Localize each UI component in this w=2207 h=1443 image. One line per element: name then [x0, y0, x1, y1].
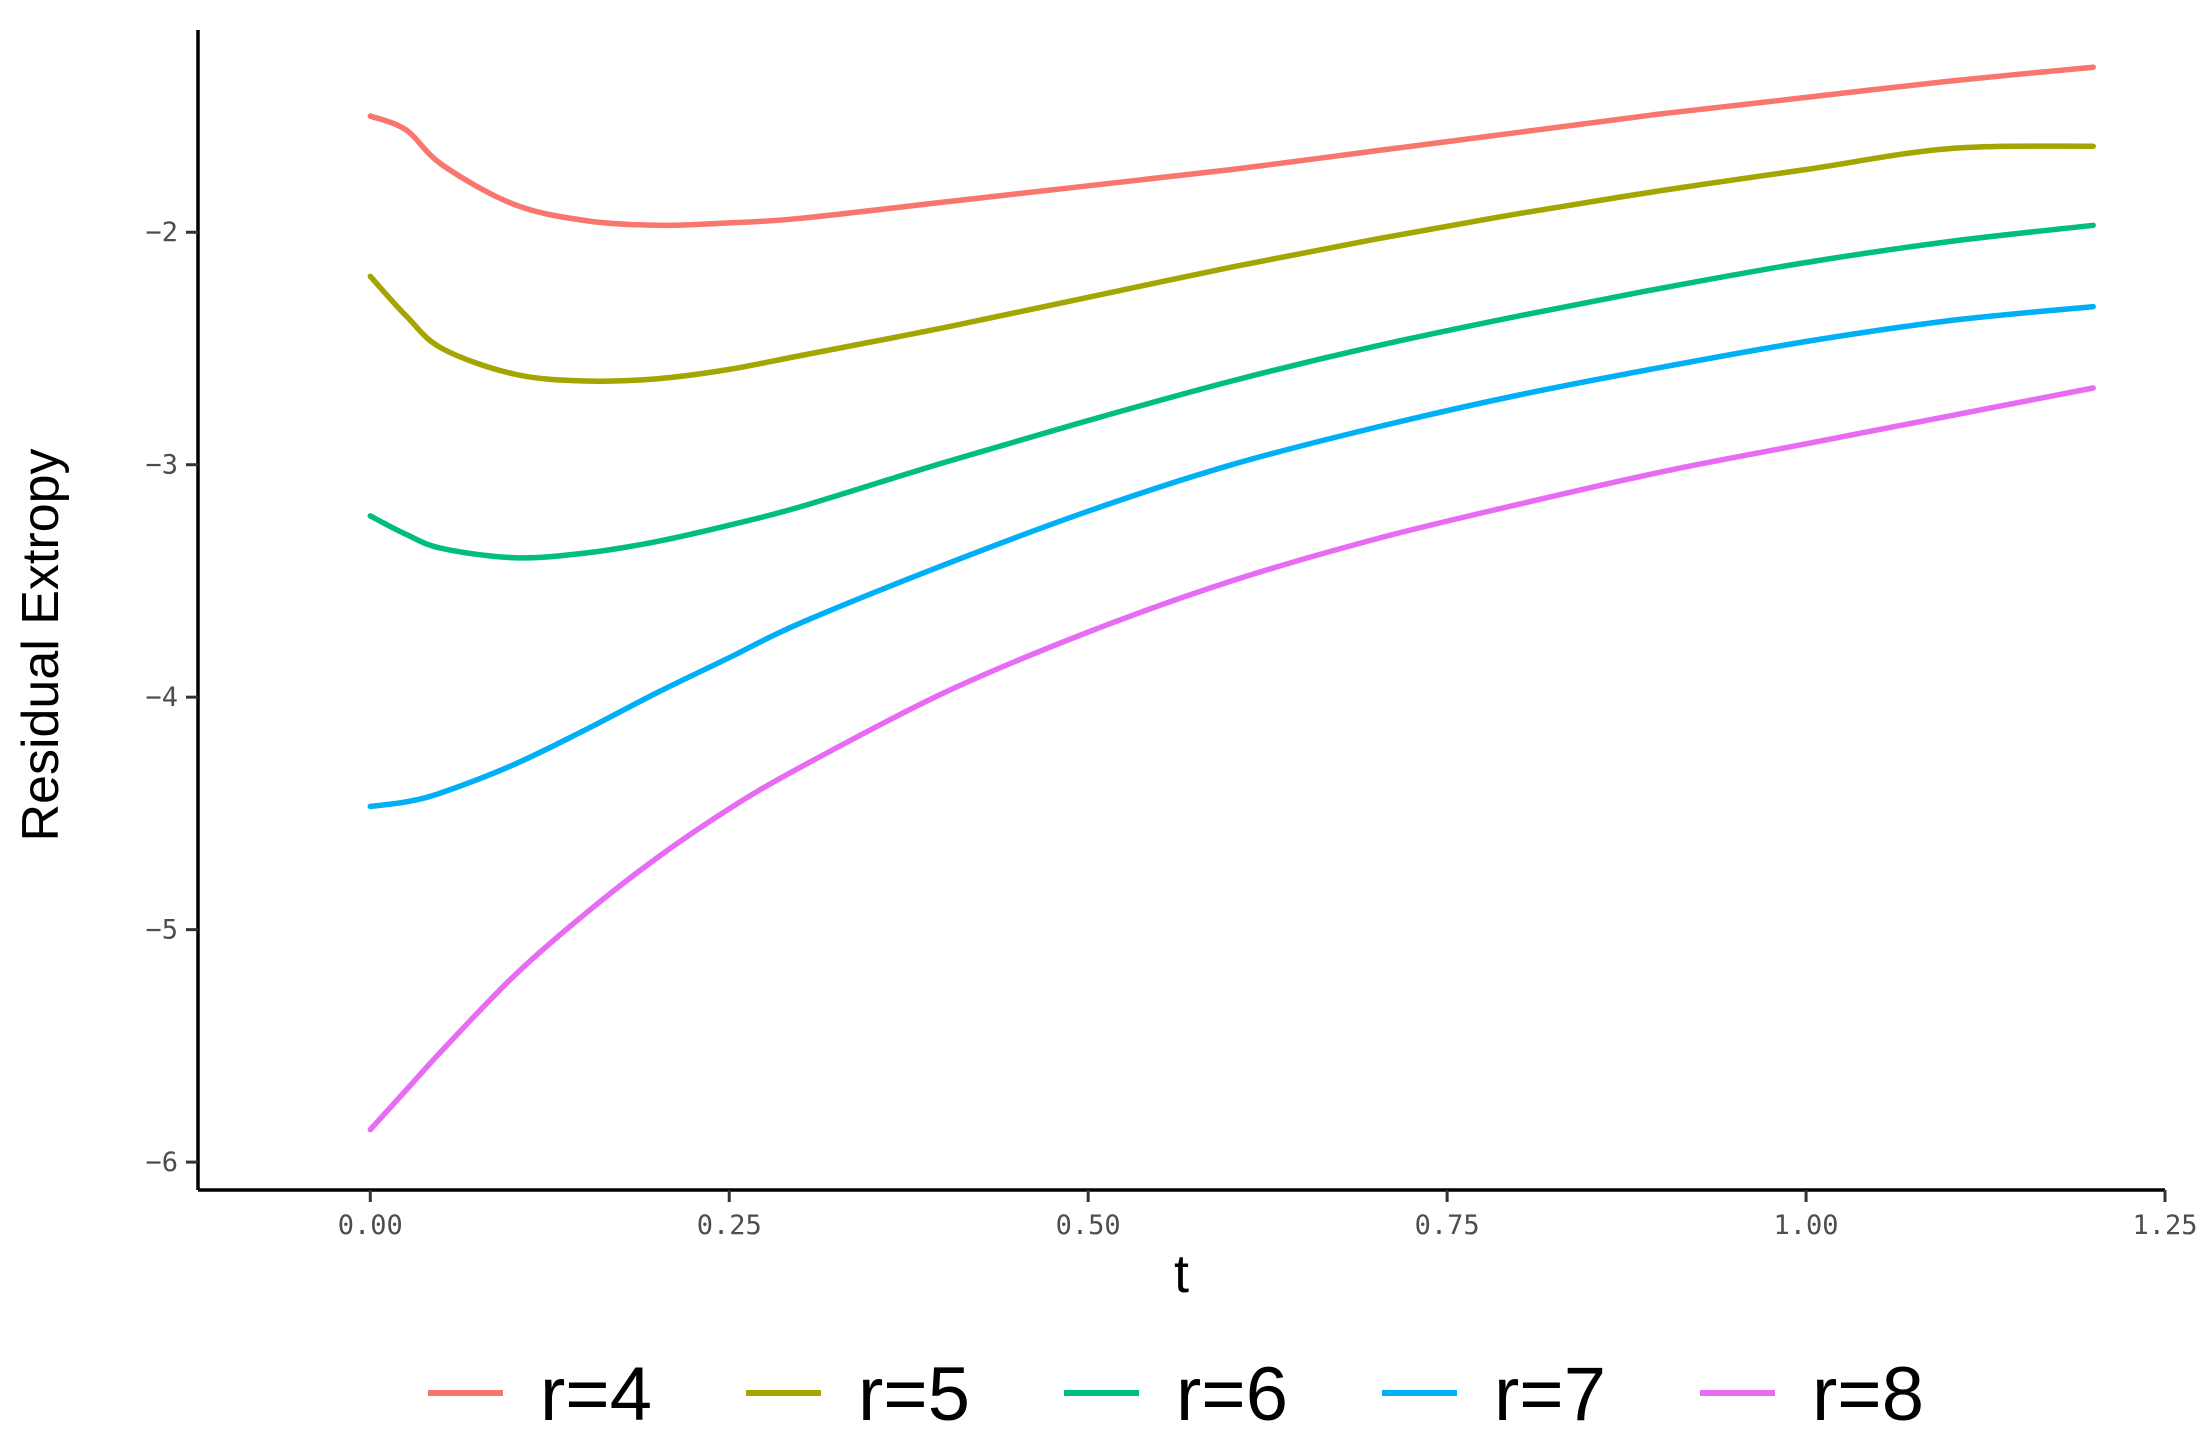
- legend-label-r-7: r=7: [1494, 1352, 1606, 1437]
- series-line-r-7: [367, 303, 2096, 810]
- legend: r=4 r=5 r=6 r=7 r=8: [428, 1352, 1924, 1437]
- legend-label-r-4: r=4: [540, 1352, 652, 1437]
- x-axis-ticks: 0.00 0.25 0.50 0.75 1.00 1.25: [338, 1190, 2198, 1241]
- series-line-r-8: [367, 385, 2096, 1133]
- axes: 0.00 0.25 0.50 0.75 1.00 1.25 −6 −5 −4 −3 −2: [145, 30, 2198, 1241]
- x-tick-label: 0.25: [697, 1210, 762, 1241]
- y-tick-label: −3: [145, 450, 178, 481]
- legend-label-r-5: r=5: [858, 1352, 970, 1437]
- plot-area: [367, 64, 2096, 1133]
- series-line-r-6: [367, 222, 2096, 561]
- legend-label-r-8: r=8: [1812, 1352, 1924, 1437]
- y-tick-label: −4: [145, 682, 178, 713]
- x-tick-label: 0.75: [1415, 1210, 1480, 1241]
- y-tick-label: −2: [145, 217, 178, 248]
- legend-label-r-6: r=6: [1176, 1352, 1288, 1437]
- y-axis-title: Residual Extropy: [12, 448, 70, 841]
- x-tick-label: 0.50: [1056, 1210, 1121, 1241]
- y-tick-label: −5: [145, 915, 178, 946]
- series-layer: [367, 64, 2096, 1133]
- series-line-r-4: [367, 64, 2096, 229]
- x-tick-label: 1.25: [2132, 1210, 2197, 1241]
- x-axis-title: t: [1174, 1244, 1189, 1304]
- y-axis-ticks: −6 −5 −4 −3 −2: [145, 217, 198, 1178]
- series-line-r-5: [367, 143, 2096, 385]
- x-tick-label: 1.00: [1774, 1210, 1839, 1241]
- y-tick-label: −6: [145, 1147, 178, 1178]
- x-tick-label: 0.00: [338, 1210, 403, 1241]
